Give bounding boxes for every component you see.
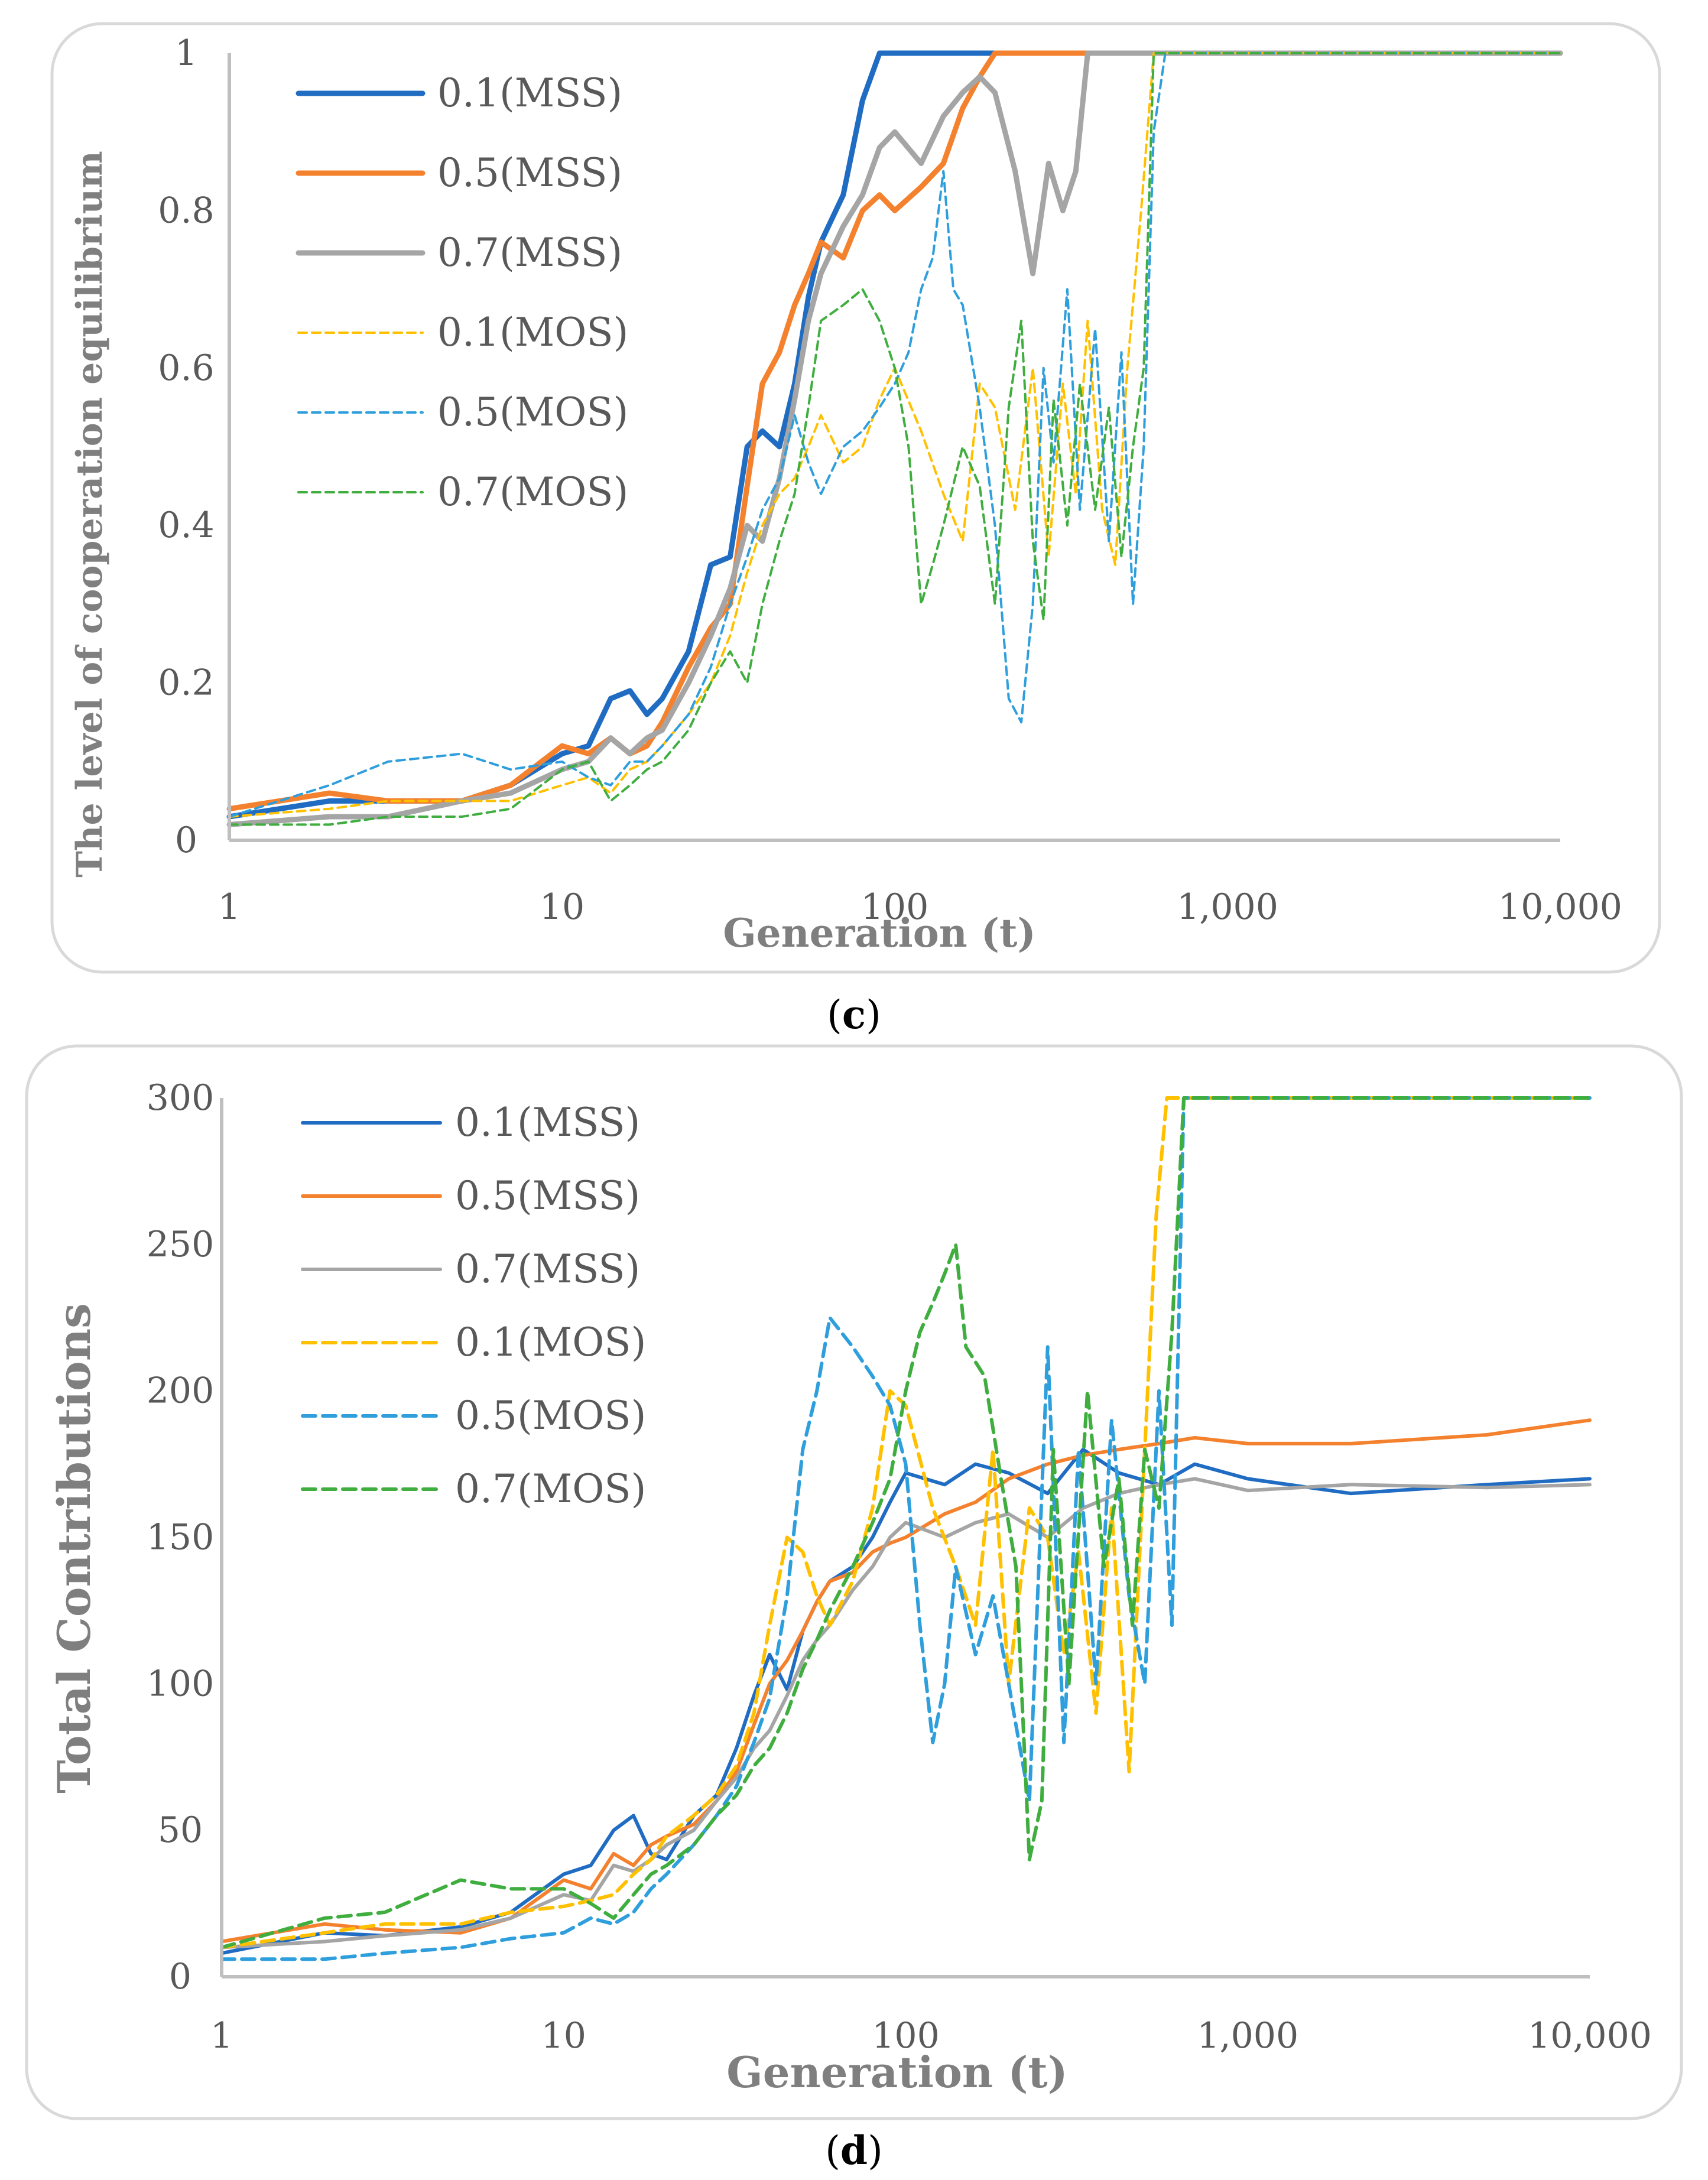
chart-d-legend-label: 0.7(MOS) (455, 1466, 646, 1512)
caption-c: (c) (827, 992, 881, 1038)
panel-c-frame (50, 22, 1661, 974)
chart-c-y-tick-label: 0.4 (158, 505, 214, 546)
chart-d-series-01mos (220, 1096, 1592, 1950)
chart-d-y-ticks: 0 50 100 150 200 250 300 (147, 1077, 215, 1997)
chart-c-y-tick-label: 0.8 (158, 190, 214, 231)
caption-c-open: ( (827, 992, 842, 1038)
panel-c: 0 0.2 0.4 0.6 0.8 1 1 10 100 1,000 10,000 Generat… (50, 22, 1661, 974)
chart-d-y-tick-label: 300 (147, 1077, 215, 1119)
chart-d-x-tick-label: 10 (541, 2015, 586, 2056)
chart-c-y-tick-label: 0.2 (158, 662, 214, 704)
chart-d-legend-label: 0.1(MOS) (455, 1320, 646, 1365)
chart-c-legend-label: 0.7(MOS) (437, 469, 628, 515)
chart-d-y-tick-label: 100 (147, 1663, 215, 1704)
chart-c-x-axis-title: Generation (t) (723, 910, 1035, 956)
chart-c-y-ticks: 0 0.2 0.4 0.6 0.8 1 (158, 33, 214, 861)
chart-c-series-07mos (228, 52, 1561, 826)
chart-c-legend-label: 0.5(MSS) (437, 150, 622, 196)
chart-c-x-tick-label: 1 (218, 886, 241, 928)
chart-c-series-05mos (228, 52, 1561, 818)
chart-d-x-tick-label: 100 (872, 2015, 940, 2056)
chart-c-legend-label: 0.7(MSS) (437, 230, 622, 275)
chart-c-y-axis-title: The level of cooperation equilibrium (69, 151, 111, 878)
chart-d-legend-label: 0.5(MOS) (455, 1393, 646, 1438)
chart-d-y-tick-label: 0 (169, 1956, 191, 1997)
chart-c-x-ticks: 1 10 100 1,000 10,000 (218, 886, 1622, 928)
chart-d-x-tick-label: 1,000 (1197, 2015, 1298, 2056)
chart-c-y-tick-label: 1 (175, 33, 197, 74)
chart-d-y-tick-label: 50 (158, 1809, 203, 1851)
chart-d-legend-label: 0.1(MSS) (455, 1100, 640, 1145)
chart-d-y-tick-label: 250 (147, 1224, 215, 1265)
chart-d-x-tick-label: 10,000 (1528, 2015, 1652, 2056)
chart-c-legend-label: 0.1(MSS) (437, 70, 622, 116)
chart-d-y-tick-label: 200 (147, 1370, 215, 1412)
chart-d-series-07mss (220, 1477, 1592, 1950)
caption-d-close: ) (868, 2128, 883, 2173)
chart-c-series-01mos (228, 52, 1561, 818)
chart-c-plot (226, 50, 1563, 827)
chart-c-x-tick-label: 100 (861, 886, 929, 928)
chart-c-legend-label: 0.5(MOS) (437, 389, 628, 435)
chart-d-series-07mos (220, 1096, 1592, 1950)
caption-d-open: ( (825, 2128, 840, 2173)
panel-d-frame (25, 1044, 1683, 2120)
caption-c-letter: c (842, 992, 866, 1038)
chart-d-legend: 0.1(MSS) 0.5(MSS) 0.7(MSS) 0.1(MOS) 0.5(MOS)… (301, 1100, 646, 1512)
chart-d-legend-label: 0.5(MSS) (455, 1173, 640, 1219)
chart-d-series-05mss (220, 1418, 1592, 1944)
chart-c-y-tick-label: 0 (175, 820, 197, 861)
chart-d-series-05mos (220, 1096, 1592, 1961)
chart-c-x-tick-label: 10,000 (1498, 886, 1622, 928)
chart-d-x-tick-label: 1 (210, 2015, 233, 2056)
chart-d-x-ticks: 1 10 100 1,000 10,000 (210, 2015, 1652, 2056)
panel-d: 0 50 100 150 200 250 300 1 10 100 1,000 10,000 Gen… (25, 1044, 1683, 2120)
chart-c-x-tick-label: 1,000 (1177, 886, 1278, 928)
chart-c-series-05mss (226, 50, 1563, 812)
chart-d-plot (220, 1096, 1592, 1961)
chart-d-x-axis-title: Generation (t) (726, 2047, 1067, 2097)
chart-c-x-tick-label: 10 (540, 886, 585, 928)
chart-c-y-tick-label: 0.6 (158, 347, 214, 389)
caption-d-letter: d (840, 2127, 868, 2173)
caption-c-close: ) (866, 992, 881, 1038)
chart-c-legend-label: 0.1(MOS) (437, 310, 628, 355)
caption-d: (d) (825, 2127, 883, 2173)
chart-d-legend-label: 0.7(MSS) (455, 1246, 640, 1292)
chart-d-y-tick-label: 150 (147, 1517, 215, 1558)
chart-c-legend: 0.1(MSS) 0.5(MSS) 0.7(MSS) 0.1(MOS) 0.5(MOS)… (296, 70, 628, 515)
chart-d-y-axis-title: Total Contributions (48, 1303, 100, 1794)
